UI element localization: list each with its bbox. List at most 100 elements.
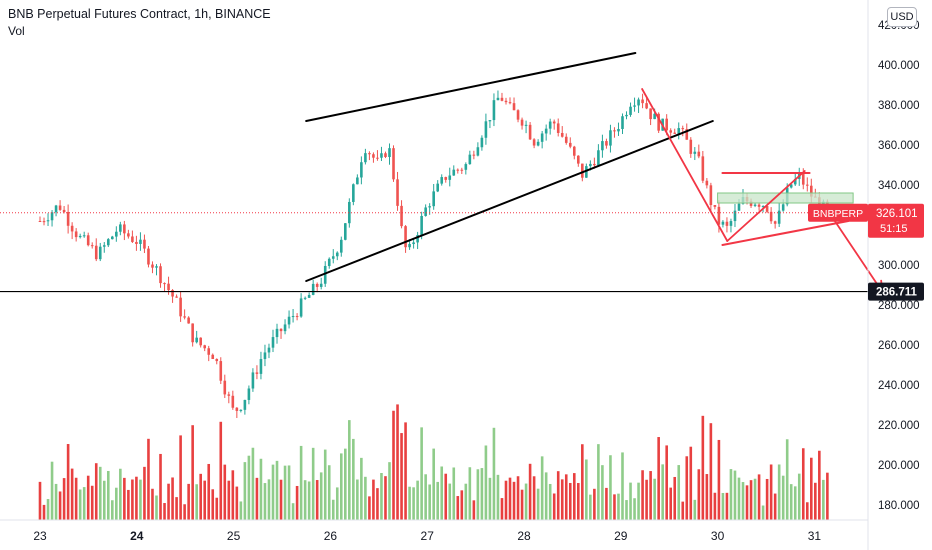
candle-body	[444, 177, 448, 180]
candle-body	[66, 211, 70, 226]
candle-body	[544, 128, 548, 134]
candle-body	[440, 177, 444, 184]
volume-bar	[629, 482, 632, 520]
volume-bar	[119, 468, 122, 520]
support-price-value: 286.711	[876, 287, 918, 299]
symbol-title[interactable]: BNB Perpetual Futures Contract, 1h, BINA…	[8, 7, 271, 21]
volume-bar	[143, 466, 146, 520]
candle-body	[765, 206, 769, 212]
volume-bar	[315, 480, 319, 520]
volume-bar	[709, 423, 713, 520]
candle-body	[251, 372, 255, 389]
candle-body	[633, 105, 636, 107]
candle-countdown: 51:15	[880, 223, 908, 235]
candle-body	[585, 166, 588, 178]
volume-bar	[681, 501, 685, 520]
volume-bar	[665, 445, 668, 520]
candle-body	[223, 380, 227, 395]
volume-bar	[500, 498, 504, 520]
volume-bar	[155, 495, 158, 520]
volume-bar	[814, 482, 817, 520]
volume-bar	[428, 484, 431, 520]
candle-body	[749, 201, 753, 206]
volume-bar	[468, 467, 472, 520]
candle-body	[673, 132, 677, 134]
volume-bar	[183, 504, 186, 520]
volume-bar	[601, 465, 604, 520]
volume-bar	[94, 463, 98, 520]
volume-bar	[589, 494, 592, 520]
volume-bar	[645, 479, 648, 520]
candle-body	[653, 113, 656, 120]
candle-body	[508, 102, 512, 104]
candle-body	[303, 297, 307, 299]
candle-body	[697, 151, 701, 157]
candle-body	[452, 169, 456, 176]
volume-bar	[701, 415, 705, 520]
candle-body	[331, 256, 335, 259]
volume-bar	[139, 479, 142, 520]
candle-body	[175, 296, 178, 298]
volume-bar	[822, 479, 825, 520]
candle-body	[155, 266, 158, 268]
volume-bar	[263, 483, 267, 520]
volume-bar	[396, 404, 399, 520]
candle-body	[267, 347, 271, 353]
candle-body	[58, 205, 62, 210]
candle-body	[456, 169, 460, 171]
candle-body	[629, 106, 632, 115]
volume-bar	[227, 480, 231, 520]
volume-bar	[111, 500, 114, 520]
candle-body	[231, 395, 235, 408]
volume-bar	[46, 499, 50, 520]
candle-body	[111, 236, 114, 240]
volume-bar	[127, 489, 130, 520]
volume-bar	[532, 476, 536, 520]
volume-bar	[207, 463, 211, 520]
volume-bar	[693, 499, 697, 520]
currency-button[interactable]: USD	[887, 7, 917, 27]
candle-body	[339, 239, 343, 253]
volume-bar	[408, 486, 411, 520]
candle-body	[183, 316, 186, 318]
candle-body	[420, 215, 423, 236]
volume-bar	[773, 493, 777, 520]
volume-bar	[785, 439, 789, 520]
time-tick-label: 24	[130, 529, 144, 543]
volume-bar	[352, 438, 355, 520]
candle-body	[139, 239, 142, 244]
volume-bar	[135, 476, 138, 520]
volume-bar	[368, 496, 371, 520]
candle-body	[649, 108, 652, 120]
volume-bar	[733, 470, 737, 520]
volume-bar	[484, 445, 488, 520]
volume-bar	[448, 483, 452, 520]
candle-body	[255, 372, 259, 374]
candle-body	[243, 399, 247, 410]
volume-bar	[203, 480, 207, 520]
candle-body	[512, 103, 516, 111]
candle-body	[187, 317, 190, 324]
volume-bar	[384, 476, 387, 520]
candle-body	[757, 204, 761, 207]
volume-bar	[472, 500, 476, 520]
candle-body	[323, 265, 327, 284]
candle-body	[621, 116, 624, 129]
candle-body	[713, 205, 717, 207]
candle-body	[532, 139, 536, 146]
candle-body	[689, 139, 693, 154]
volume-bar	[223, 464, 227, 520]
volume-bar	[372, 479, 375, 520]
candle-body	[42, 221, 46, 223]
volume-bar	[520, 489, 524, 520]
candle-body	[581, 163, 584, 178]
volume-bar	[344, 448, 347, 520]
candle-body	[392, 148, 395, 180]
candle-body	[62, 209, 66, 212]
volume-label[interactable]: Vol	[8, 24, 25, 38]
current-price-tag	[868, 203, 924, 238]
volume-bar	[440, 466, 444, 520]
candle-body	[725, 221, 729, 226]
candle-body	[769, 211, 773, 222]
